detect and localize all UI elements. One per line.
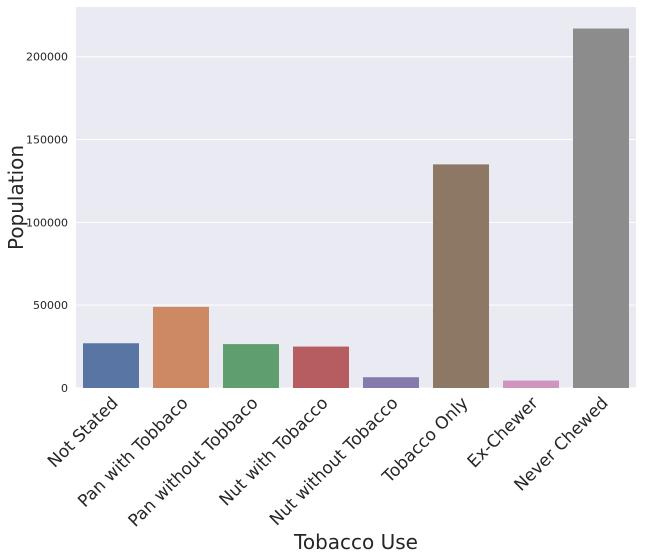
y-tick-labels: 0 50000 100000 150000 200000 (26, 51, 68, 395)
bar-pan-with-tobbaco (153, 306, 209, 388)
bar-nut-without-tobacco (363, 377, 419, 388)
y-tick-label: 150000 (26, 134, 68, 147)
y-tick-label: 200000 (26, 51, 68, 64)
bar-not-stated (83, 343, 139, 388)
x-tick-label: Nut without Tobacco (266, 393, 403, 530)
x-tick-label: Pan without Tobbaco (125, 393, 263, 531)
bar-nut-with-tobacco (293, 346, 349, 388)
bar-pan-without-tobbaco (223, 344, 279, 388)
bar-tobacco-only (433, 164, 489, 388)
bar-ex-chewer (503, 380, 559, 388)
x-axis-label: Tobacco Use (293, 530, 418, 554)
bars (83, 28, 629, 388)
y-axis-label: Population (4, 145, 28, 250)
bar-never-chewed (573, 28, 629, 388)
y-tick-label: 0 (61, 382, 68, 395)
y-tick-label: 50000 (33, 299, 68, 312)
y-tick-label: 100000 (26, 216, 68, 229)
